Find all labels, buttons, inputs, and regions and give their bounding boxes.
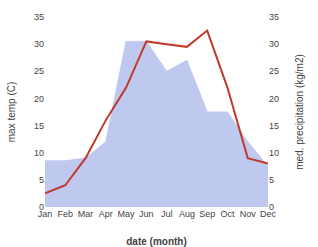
svg-text:5: 5 (39, 175, 44, 185)
svg-text:Dec: Dec (260, 209, 277, 219)
svg-text:20: 20 (34, 94, 44, 104)
svg-text:Sep: Sep (199, 209, 215, 219)
svg-text:Nov: Nov (240, 209, 257, 219)
svg-text:25: 25 (269, 66, 279, 76)
svg-text:Oct: Oct (220, 209, 235, 219)
svg-text:Jul: Jul (161, 209, 173, 219)
svg-text:35: 35 (269, 12, 279, 22)
svg-text:10: 10 (269, 148, 279, 158)
svg-text:May: May (118, 209, 136, 219)
svg-text:15: 15 (269, 121, 279, 131)
svg-text:10: 10 (34, 148, 44, 158)
svg-text:max temp (C): max temp (C) (6, 82, 17, 143)
svg-text:15: 15 (34, 121, 44, 131)
svg-text:5: 5 (269, 175, 274, 185)
svg-text:0: 0 (39, 202, 44, 212)
svg-text:date (month): date (month) (126, 236, 187, 247)
svg-text:med. precipitation (kg/m2): med. precipitation (kg/m2) (294, 54, 305, 170)
svg-text:Jan: Jan (38, 209, 53, 219)
svg-text:Mar: Mar (78, 209, 94, 219)
svg-text:Aug: Aug (179, 209, 195, 219)
svg-text:Apr: Apr (99, 209, 113, 219)
svg-text:20: 20 (269, 94, 279, 104)
svg-text:25: 25 (34, 66, 44, 76)
svg-text:0: 0 (269, 202, 274, 212)
svg-text:35: 35 (34, 12, 44, 22)
svg-text:Feb: Feb (58, 209, 74, 219)
svg-text:Jun: Jun (139, 209, 154, 219)
svg-text:30: 30 (34, 39, 44, 49)
svg-text:30: 30 (269, 39, 279, 49)
